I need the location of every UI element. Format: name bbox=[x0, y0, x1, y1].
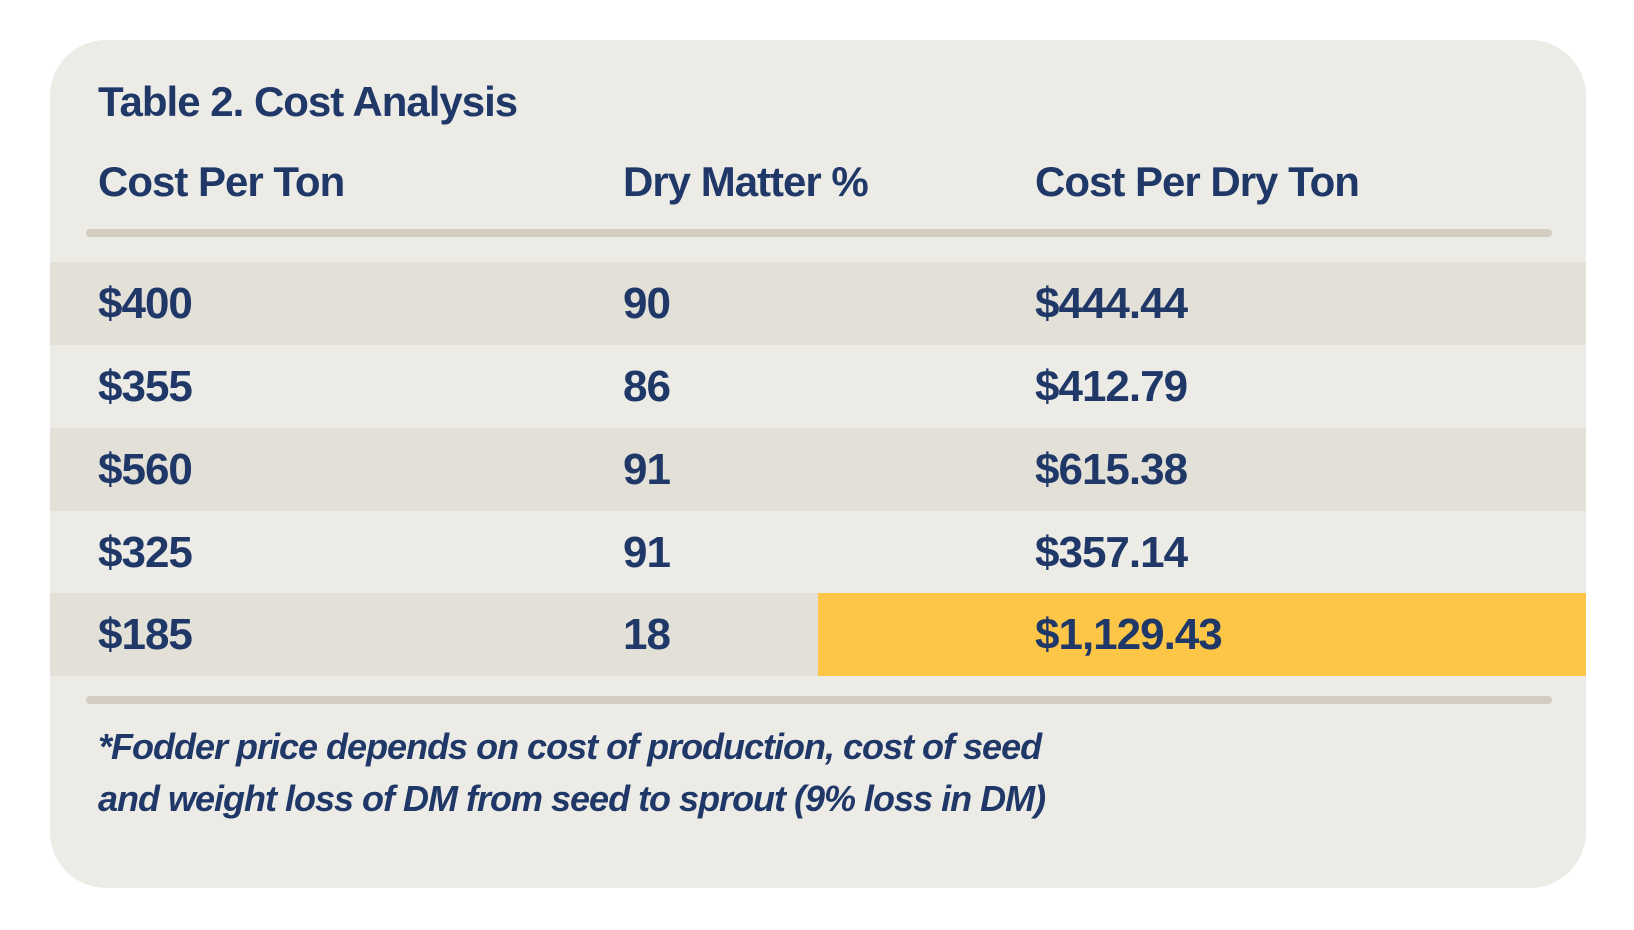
table-row: $185 18 $1,129.43 bbox=[50, 593, 1586, 676]
footnote-line-1: *Fodder price depends on cost of product… bbox=[98, 726, 1042, 767]
cost-analysis-table-card: Table 2. Cost Analysis Cost Per Ton Dry … bbox=[50, 40, 1586, 888]
cell-cost-per-ton: $325 bbox=[98, 528, 193, 577]
cell-dry-matter: 18 bbox=[623, 610, 671, 659]
cell-dry-matter: 90 bbox=[623, 279, 671, 328]
header-divider bbox=[86, 229, 1552, 237]
cell-cost-per-ton: $400 bbox=[98, 279, 193, 328]
cell-dry-matter: 91 bbox=[623, 528, 671, 577]
cell-cost-per-dry-ton: $444.44 bbox=[1035, 279, 1188, 328]
cell-cost-per-ton: $560 bbox=[98, 445, 193, 494]
cell-dry-matter: 91 bbox=[623, 445, 671, 494]
cell-cost-per-ton: $185 bbox=[98, 610, 193, 659]
cell-cost-per-dry-ton: $615.38 bbox=[1035, 445, 1188, 494]
column-header-cost-per-dry-ton: Cost Per Dry Ton bbox=[1035, 158, 1360, 205]
table-row: $560 91 $615.38 bbox=[50, 428, 1586, 511]
table-title: Table 2. Cost Analysis bbox=[98, 78, 518, 125]
highlighted-cell-background bbox=[818, 593, 1586, 676]
footer-divider bbox=[86, 696, 1552, 704]
table-row: $355 86 $412.79 bbox=[50, 345, 1586, 428]
column-header-dry-matter: Dry Matter % bbox=[623, 158, 869, 205]
column-header-cost-per-ton: Cost Per Ton bbox=[98, 158, 345, 205]
cell-cost-per-ton: $355 bbox=[98, 362, 193, 411]
cell-dry-matter: 86 bbox=[623, 362, 671, 411]
footnote-line-2: and weight loss of DM from seed to sprou… bbox=[98, 778, 1046, 819]
table-row: $400 90 $444.44 bbox=[50, 262, 1586, 345]
table-row: $325 91 $357.14 bbox=[50, 511, 1586, 594]
cell-cost-per-dry-ton: $357.14 bbox=[1035, 528, 1188, 577]
cell-cost-per-dry-ton: $412.79 bbox=[1035, 362, 1188, 411]
cell-cost-per-dry-ton-highlighted: $1,129.43 bbox=[1035, 610, 1223, 659]
